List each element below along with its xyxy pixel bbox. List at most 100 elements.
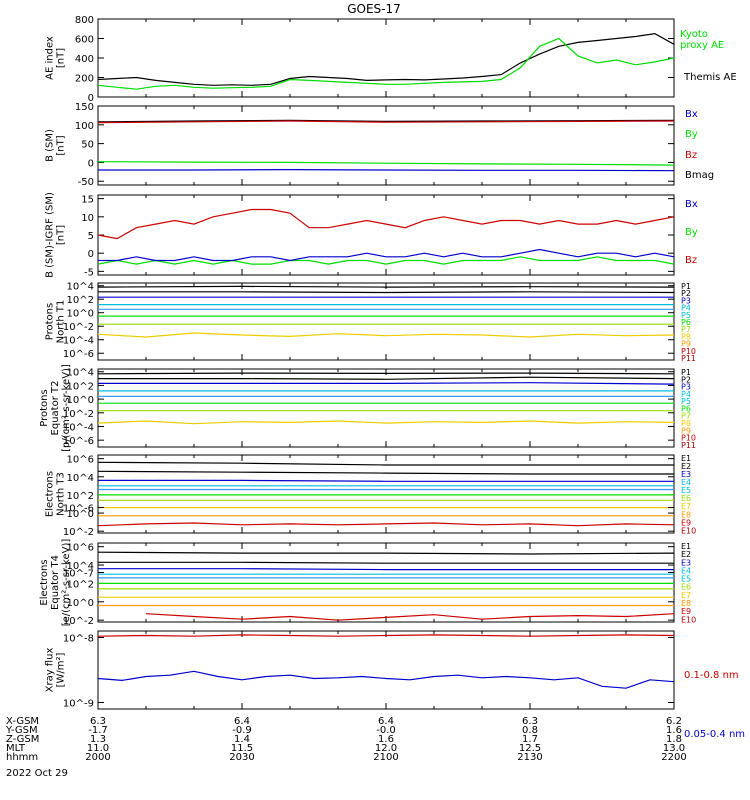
footer-row-value: 11.0: [87, 743, 109, 754]
y-tick-label: -50: [78, 177, 94, 188]
legend-entry: 0.1-0.8 nm: [684, 670, 739, 681]
footer-row-value: -0.0: [376, 725, 396, 736]
y-axis-label: [p/(cm²-s-sr-keV)]: [61, 364, 72, 452]
legend-entry: P5: [681, 397, 691, 406]
series-line-themis-ae: [97, 32, 675, 86]
y-tick-label: 10^2: [67, 381, 94, 392]
series-line-bx: [98, 248, 675, 262]
y-axis-label: North T1: [56, 300, 67, 344]
legend-entry: P1: [681, 368, 691, 377]
legend-entry: P8: [681, 419, 691, 428]
y-tick-label: 200: [75, 74, 94, 85]
footer-row-label: hhmm: [6, 752, 38, 763]
footer-row-value: 2100: [373, 752, 398, 763]
footer-row-label: X-GSM: [6, 716, 39, 727]
chart-title: GOES-17: [347, 2, 401, 16]
footer-row-value: 6.3: [90, 716, 106, 727]
legend-entry: E4: [681, 566, 691, 575]
y-tick-label: 10^-8: [63, 634, 94, 645]
legend-entry: 0.05-0.4 nm: [684, 729, 745, 740]
y-tick-label: 10^-2: [63, 616, 94, 627]
footer-row-value: 2000: [85, 752, 110, 763]
y-axis-label: Xray flux: [45, 648, 56, 693]
legend-entry: P9: [681, 426, 691, 435]
footer-row-value: 2130: [517, 752, 542, 763]
y-tick-label: 10^2: [67, 295, 94, 306]
series-line-p3: [98, 382, 675, 385]
series-line-0-1-0-8-nm: [97, 634, 675, 637]
y-tick-label: 10^-4: [63, 422, 94, 433]
legend-entry: E10: [681, 526, 696, 535]
legend-entry: E5: [681, 575, 691, 584]
y-tick-label: 10^0: [67, 309, 94, 320]
series-line-bz: [97, 208, 675, 240]
legend-entry: Kyoto: [680, 29, 708, 40]
footer-row-value: 2200: [661, 752, 686, 763]
legend-entry: E6: [681, 494, 691, 503]
legend-entry: Bmag: [685, 170, 714, 181]
series-line-bx: [98, 169, 675, 172]
legend-entry: P9: [681, 340, 691, 349]
legend-entry: P4: [681, 304, 691, 313]
date-label: 2022 Oct 29: [6, 768, 68, 779]
legend-entry: P6: [681, 404, 691, 413]
legend-entry: Bz: [685, 150, 697, 161]
y-tick-label: 10^-4: [63, 336, 94, 347]
legend-entry: By: [685, 227, 698, 238]
y-tick-label: 10: [81, 213, 94, 224]
y-axis-label: [W/m²]: [56, 652, 67, 687]
series-line-p8: [97, 332, 675, 338]
y-tick-label: 10^0: [67, 509, 94, 520]
legend-entry: proxy AE: [680, 40, 724, 51]
legend-entry: P7: [681, 325, 691, 334]
footer-row-value: -0.9: [232, 725, 252, 736]
legend-entry: E8: [681, 599, 691, 608]
y-tick-label: 10^4: [67, 282, 94, 293]
y-tick-label: 0: [88, 249, 94, 260]
footer-row-value: -1.7: [88, 725, 108, 736]
legend-entry: P11: [681, 441, 696, 450]
y-tick-label: 10^6: [67, 543, 94, 554]
footer-row-value: 1.4: [234, 734, 250, 745]
footer-row-value: 11.5: [231, 743, 253, 754]
y-tick-label: 10^-2: [63, 527, 94, 538]
footer-row-value: 1.6: [378, 734, 394, 745]
legend-entry: E8: [681, 510, 691, 519]
y-axis-label: [e/(cm²-s-sr-keV)]: [61, 539, 72, 627]
y-axis-label: AE index: [45, 36, 56, 80]
legend-entry: P6: [681, 318, 691, 327]
legend-entry: P2: [681, 289, 691, 298]
y-tick-label: 10^2: [67, 579, 94, 590]
panel-pe: 10^4 10^2 10^0 10^-2 10^-4 10^-6 Protons Equato…: [39, 364, 696, 452]
series-line-p1: [97, 285, 675, 288]
footer-row-value: 1.6: [666, 725, 682, 736]
footer-row-value: 1.8: [666, 734, 682, 745]
footer-row-value: 12.0: [375, 743, 397, 754]
legend-entry: Bx: [685, 199, 698, 210]
y-tick-label: 10^4: [67, 473, 94, 484]
legend-entry: P3: [681, 296, 691, 305]
legend-entry: E10: [681, 615, 696, 624]
legend-entry: E2: [681, 550, 691, 559]
legend-entry: P5: [681, 311, 691, 320]
series-line-e3: [98, 568, 674, 571]
footer-row-label: MLT: [6, 743, 26, 754]
y-tick-label: 400: [75, 54, 94, 65]
y-tick-label: 10^2: [67, 491, 94, 502]
y-tick-label: 10^-2: [63, 409, 94, 420]
y-axis-label: Equator T2: [50, 381, 61, 436]
y-axis-label: B (SM): [45, 129, 56, 162]
y-tick-label: 10^-7: [63, 569, 94, 580]
footer-row-label: Y-GSM: [5, 725, 38, 736]
time-axis-table: X-GSM 6.3 6.4 6.4 6.3 6.2 Y-GSM -1.7 -0.9 -0.0 0.8…: [5, 716, 687, 763]
legend-entry: E5: [681, 486, 691, 495]
series-line-bmag: [97, 119, 675, 123]
series-line-by: [97, 256, 675, 265]
legend-entry: E1: [681, 542, 691, 551]
y-tick-label: 10^6: [67, 455, 94, 466]
y-tick-label: 100: [75, 121, 94, 132]
legend-entry: P4: [681, 390, 691, 399]
y-axis-label: Protons: [45, 303, 56, 340]
series-line-e2: [97, 470, 674, 475]
